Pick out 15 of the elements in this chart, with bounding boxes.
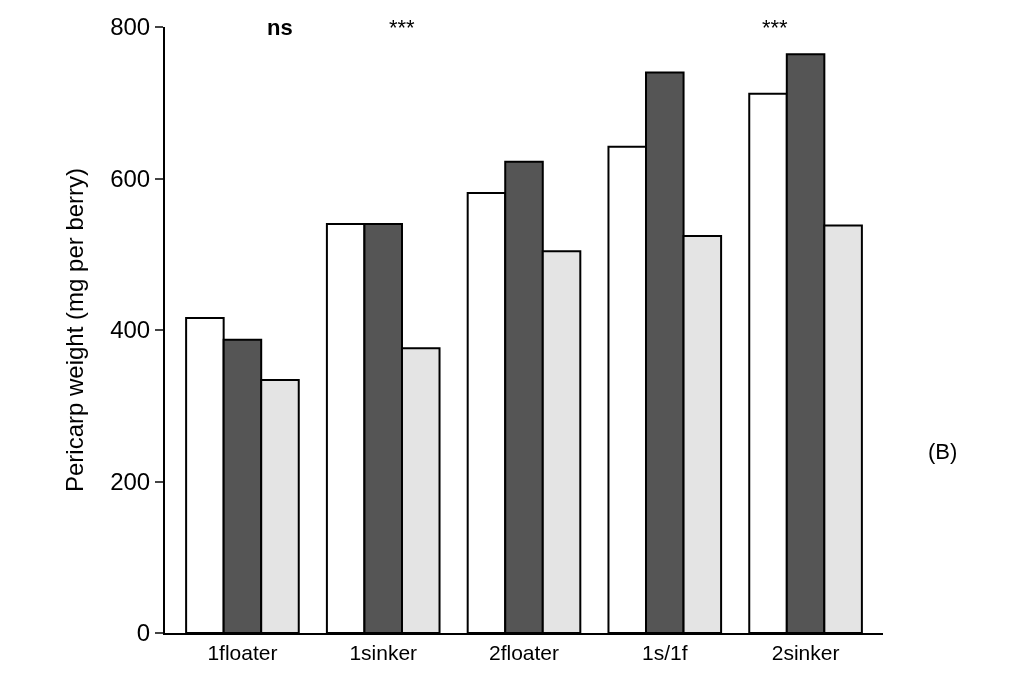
y-tick-label: 200: [110, 467, 151, 495]
x-tick-label: 1sinker: [349, 641, 418, 665]
annotation: ns: [267, 15, 293, 40]
x-tick-label: 2floater: [488, 641, 560, 665]
y-tick-label: 400: [110, 316, 151, 344]
y-tick-label: 800: [110, 13, 151, 41]
y-tick-label: 0: [136, 619, 151, 647]
annotation: ***: [389, 15, 416, 40]
x-tick-label: 1s/1f: [642, 641, 688, 665]
y-axis-title: Pericarp weight (mg per berry): [60, 167, 88, 493]
y-tick-label: 600: [110, 164, 151, 192]
annotation: ***: [762, 15, 789, 40]
text: (B): [928, 439, 958, 464]
x-tick-label: 1floater: [207, 641, 278, 665]
x-tick-label: 2sinker: [771, 641, 840, 665]
